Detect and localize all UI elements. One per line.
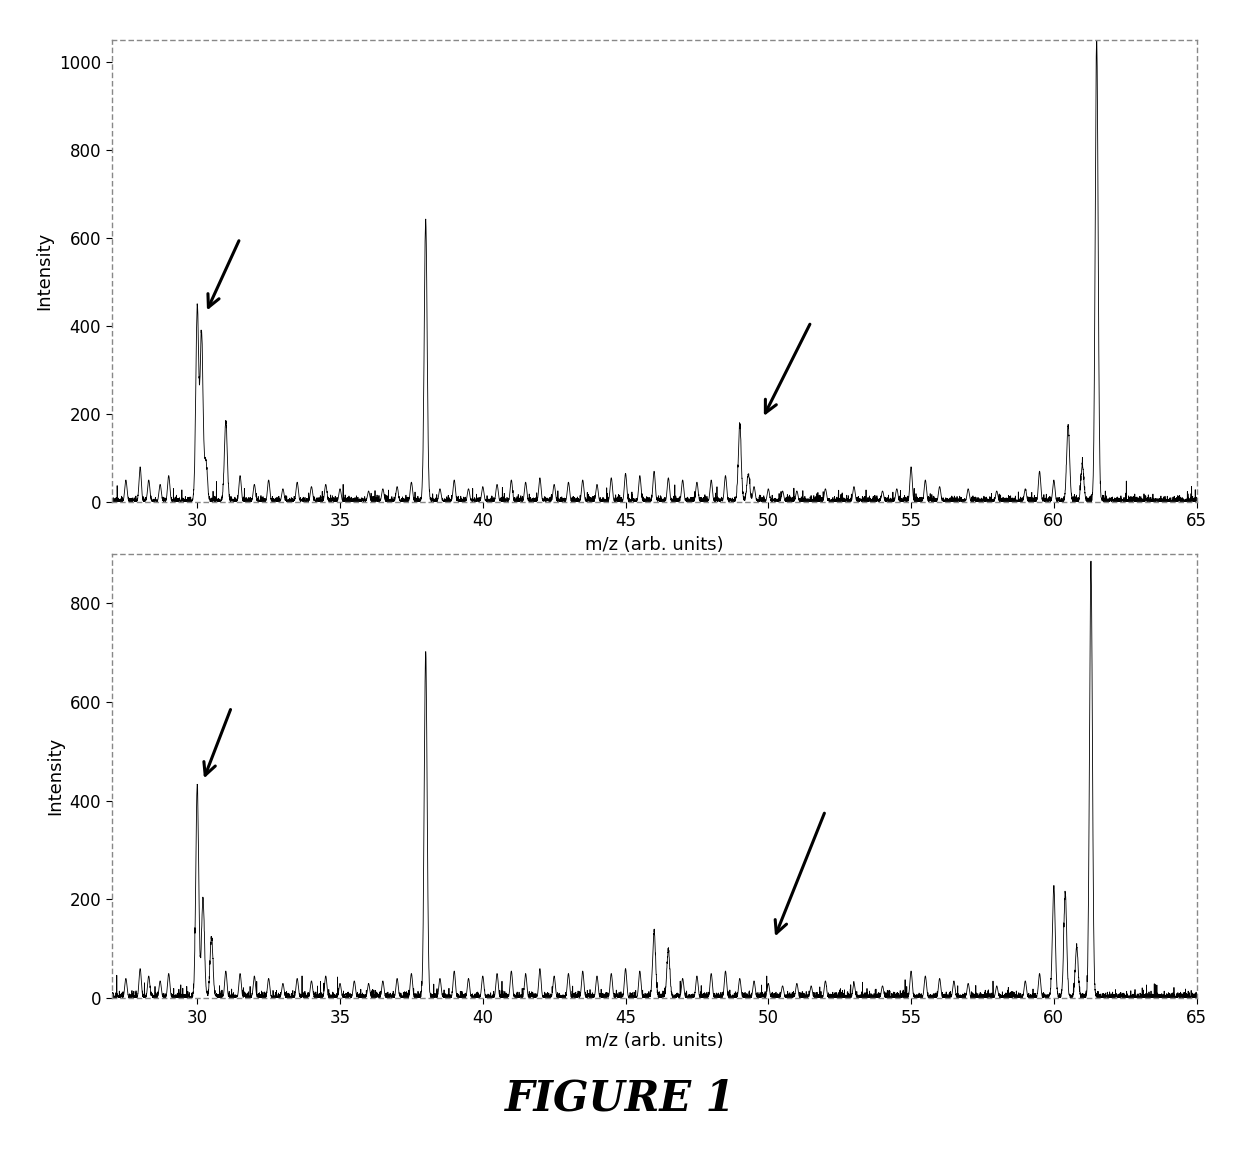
Text: FIGURE 1: FIGURE 1 [505,1078,735,1119]
X-axis label: m/z (arb. units): m/z (arb. units) [585,535,723,554]
Y-axis label: Intensity: Intensity [36,232,53,310]
Y-axis label: Intensity: Intensity [46,737,64,815]
X-axis label: m/z (arb. units): m/z (arb. units) [585,1032,723,1050]
